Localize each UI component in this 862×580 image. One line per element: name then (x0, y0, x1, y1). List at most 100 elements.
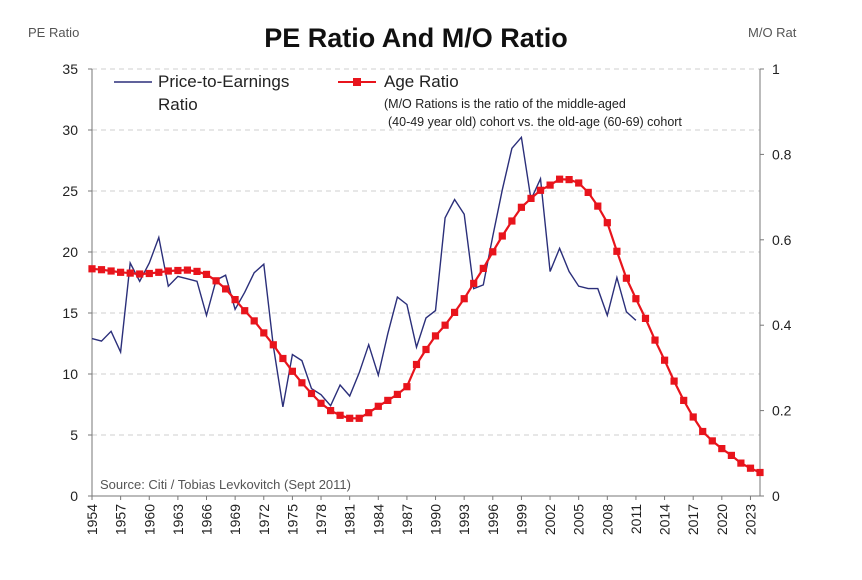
age-ratio-marker (155, 268, 163, 276)
x-tick-label: 1963 (170, 504, 186, 535)
left-tick-label: 5 (70, 427, 78, 443)
age-ratio-marker (470, 279, 478, 287)
age-ratio-marker (117, 268, 125, 276)
gridlines (92, 68, 760, 436)
age-ratio-marker (346, 414, 354, 422)
age-ratio-marker (212, 277, 220, 285)
age-ratio-marker (641, 314, 650, 322)
left-axis-ticks: 0 5 10 15 20 25 30 35 (62, 61, 92, 504)
legend-age-swatch-marker (353, 78, 361, 86)
legend: Price-to-Earnings Ratio Age Ratio (M/O R… (114, 72, 682, 129)
age-ratio-marker (613, 247, 621, 255)
age-ratio-marker (365, 409, 373, 417)
x-tick-label: 1969 (227, 504, 243, 535)
x-tick-label: 1960 (141, 504, 157, 535)
age-ratio-marker (222, 285, 230, 293)
age-ratio-marker (517, 203, 525, 211)
age-ratio-marker (88, 265, 96, 273)
age-ratio-marker (431, 332, 440, 340)
left-tick-label: 30 (62, 122, 78, 138)
age-ratio-marker (193, 267, 201, 275)
age-ratio-marker (737, 459, 745, 467)
age-ratio-marker (107, 267, 115, 275)
x-tick-label: 1990 (428, 504, 444, 535)
x-tick-label: 2023 (742, 504, 758, 535)
age-ratio-marker (260, 329, 268, 337)
age-ratio-marker (336, 411, 344, 419)
age-ratio-marker (97, 266, 106, 274)
age-ratio-marker (412, 360, 421, 369)
left-tick-label: 25 (62, 183, 78, 199)
age-ratio-marker (279, 354, 287, 363)
age-ratio-marker (718, 445, 726, 453)
age-ratio-marker (622, 274, 630, 282)
left-tick-label: 35 (62, 61, 78, 77)
age-ratio-marker (670, 377, 678, 385)
age-ratio-marker (603, 219, 611, 227)
age-ratio-marker (594, 202, 602, 210)
age-ratio-marker (422, 345, 430, 354)
age-ratio-marker (269, 341, 277, 349)
x-tick-label: 1984 (370, 504, 386, 535)
age-ratio-marker (393, 390, 401, 398)
age-ratio-marker (498, 232, 506, 240)
x-tick-label: 2011 (628, 504, 644, 534)
x-tick-label: 1987 (399, 504, 415, 535)
age-ratio-marker (250, 317, 258, 325)
x-tick-label: 1975 (284, 504, 300, 535)
x-tick-label: 1957 (113, 504, 129, 535)
age-ratio-marker (136, 270, 144, 278)
right-tick-label: 0.8 (772, 146, 792, 162)
x-tick-label: 1981 (342, 504, 358, 535)
age-ratio-marker (489, 248, 497, 256)
age-ratio-marker (699, 427, 707, 436)
age-ratio-marker (327, 407, 335, 415)
age-ratio-marker (298, 379, 306, 387)
age-ratio-marker (746, 464, 755, 472)
age-ratio-marker (556, 175, 564, 183)
age-ratio-marker (202, 270, 211, 278)
legend-age-label: Age Ratio (384, 72, 459, 91)
x-tick-label: 2020 (714, 504, 730, 535)
age-ratio-marker (565, 176, 573, 184)
age-ratio-marker (451, 308, 459, 316)
age-ratio-marker (164, 267, 172, 275)
age-ratio-marker (632, 295, 640, 303)
age-ratio-marker (575, 179, 583, 187)
x-tick-label: 1978 (313, 504, 329, 535)
right-axis-ticks: 0 0.2 0.4 0.6 0.8 1 (760, 61, 792, 504)
legend-pe-label-line2: Ratio (158, 95, 198, 114)
x-tick-label: 1954 (84, 504, 100, 535)
age-ratio-marker (145, 269, 153, 278)
axes (91, 69, 761, 497)
right-tick-label: 0.4 (772, 317, 792, 333)
x-tick-label: 2008 (599, 504, 615, 535)
age-ratio-marker (183, 266, 191, 274)
right-tick-label: 0 (772, 488, 780, 504)
legend-note-line2: (40-49 year old) cohort vs. the old-age … (388, 115, 682, 129)
x-tick-label: 2005 (571, 504, 587, 535)
age-ratio-marker (441, 321, 449, 329)
age-ratio-marker (546, 181, 554, 189)
age-ratio-marker (680, 396, 688, 404)
age-ratio-marker (584, 188, 592, 196)
age-ratio-marker (355, 414, 363, 422)
age-ratio-marker (307, 389, 316, 398)
x-tick-label: 1993 (456, 504, 472, 535)
right-axis-title: M/O Rat (748, 25, 797, 40)
age-ratio-marker (317, 399, 325, 407)
age-ratio-marker (508, 217, 516, 225)
series (88, 135, 764, 477)
age-ratio-marker (756, 468, 764, 477)
age-ratio-marker (231, 296, 239, 304)
age-ratio-marker (479, 264, 487, 272)
age-ratio-marker (727, 451, 735, 459)
right-tick-label: 1 (772, 61, 780, 77)
pe-ratio-line (91, 135, 637, 408)
x-tick-label: 2017 (685, 504, 701, 535)
age-ratio-marker (460, 295, 468, 303)
x-axis-ticks: 1954 1957 1960 1963 1966 1969 1972 1975 1978 1981… (84, 496, 758, 535)
chart-title: PE Ratio And M/O Ratio (264, 23, 568, 53)
age-ratio-marker (241, 307, 249, 315)
